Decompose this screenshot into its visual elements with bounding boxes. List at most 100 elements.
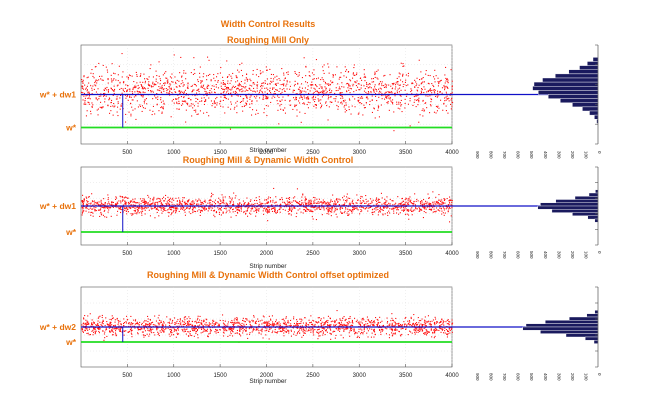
scatter-point bbox=[137, 211, 139, 213]
scatter-point bbox=[213, 325, 215, 327]
scatter-point bbox=[369, 100, 371, 102]
scatter-point bbox=[158, 198, 160, 200]
scatter-point bbox=[119, 328, 121, 330]
scatter-point bbox=[214, 102, 216, 104]
scatter-point bbox=[160, 207, 162, 209]
scatter-point bbox=[140, 95, 142, 97]
scatter-point bbox=[176, 332, 178, 334]
scatter-point bbox=[87, 196, 89, 198]
scatter-point bbox=[285, 324, 287, 326]
scatter-point bbox=[391, 91, 393, 93]
scatter-point bbox=[115, 196, 117, 198]
scatter-point bbox=[308, 209, 310, 211]
scatter-point bbox=[345, 104, 347, 106]
scatter-point bbox=[400, 324, 402, 326]
scatter-point bbox=[223, 327, 225, 329]
scatter-point bbox=[153, 83, 155, 85]
scatter-point bbox=[109, 323, 111, 325]
scatter-point bbox=[239, 206, 241, 208]
scatter-point bbox=[91, 105, 93, 107]
scatter-point bbox=[127, 99, 129, 101]
scatter-point bbox=[386, 102, 388, 104]
scatter-point bbox=[416, 329, 418, 331]
scatter-point bbox=[173, 210, 175, 212]
scatter-point bbox=[372, 321, 374, 323]
scatter-point bbox=[425, 73, 427, 75]
scatter-point bbox=[301, 90, 303, 92]
scatter-point bbox=[107, 71, 109, 73]
scatter-point bbox=[169, 335, 171, 337]
scatter-point bbox=[243, 211, 245, 213]
scatter-point bbox=[394, 206, 396, 208]
scatter-point bbox=[144, 320, 146, 322]
scatter-point bbox=[239, 90, 241, 92]
scatter-point bbox=[334, 74, 336, 76]
scatter-point bbox=[352, 72, 354, 74]
scatter-point bbox=[218, 197, 220, 199]
scatter-point bbox=[143, 203, 145, 205]
scatter-point bbox=[344, 210, 346, 212]
scatter-point bbox=[395, 82, 397, 84]
scatter-point bbox=[303, 329, 305, 331]
scatter-point bbox=[306, 97, 308, 99]
scatter-point bbox=[286, 88, 288, 90]
scatter-point bbox=[152, 110, 154, 112]
scatter-point bbox=[414, 331, 416, 333]
scatter-point bbox=[391, 324, 393, 326]
scatter-point bbox=[166, 90, 168, 92]
scatter-point bbox=[147, 202, 149, 204]
scatter-point bbox=[377, 69, 379, 71]
scatter-point bbox=[352, 96, 354, 98]
scatter-point bbox=[246, 97, 248, 99]
scatter-point bbox=[249, 103, 251, 105]
scatter-point bbox=[351, 202, 353, 204]
scatter-point bbox=[284, 99, 286, 101]
scatter-point bbox=[306, 330, 308, 332]
scatter-point bbox=[110, 74, 112, 76]
scatter-point bbox=[243, 202, 245, 204]
scatter-point bbox=[359, 200, 361, 202]
scatter-point bbox=[312, 78, 314, 80]
scatter-point bbox=[92, 204, 94, 206]
scatter-point bbox=[268, 211, 270, 213]
scatter-point bbox=[147, 328, 149, 330]
scatter-point bbox=[253, 328, 255, 330]
scatter-point bbox=[144, 82, 146, 84]
scatter-point bbox=[425, 70, 427, 72]
scatter-point bbox=[249, 98, 251, 100]
scatter-point bbox=[134, 209, 136, 211]
scatter-point bbox=[130, 103, 132, 105]
scatter-point bbox=[444, 212, 446, 214]
scatter-point bbox=[165, 324, 167, 326]
scatter-point bbox=[265, 321, 267, 323]
scatter-point bbox=[158, 86, 160, 88]
scatter-point bbox=[283, 79, 285, 81]
scatter-point bbox=[360, 321, 362, 323]
scatter-point bbox=[160, 331, 162, 333]
scatter-point bbox=[406, 198, 408, 200]
scatter-point bbox=[392, 319, 394, 321]
scatter-point bbox=[226, 325, 228, 327]
scatter-point bbox=[430, 90, 432, 92]
scatter-point bbox=[199, 319, 201, 321]
scatter-point bbox=[240, 85, 242, 87]
scatter-point bbox=[331, 82, 333, 84]
scatter-point bbox=[447, 81, 449, 83]
scatter-point bbox=[352, 210, 354, 212]
scatter-point bbox=[360, 195, 362, 197]
scatter-point bbox=[330, 207, 332, 209]
scatter-point bbox=[293, 333, 295, 335]
scatter-point bbox=[251, 331, 253, 333]
scatter-point bbox=[297, 325, 299, 327]
scatter-point bbox=[215, 328, 217, 330]
scatter-point bbox=[287, 73, 289, 75]
scatter-point bbox=[135, 85, 137, 87]
scatter-point bbox=[326, 83, 328, 85]
scatter-point bbox=[241, 322, 243, 324]
scatter-point bbox=[320, 319, 322, 321]
scatter-point bbox=[337, 200, 339, 202]
scatter-point bbox=[122, 211, 124, 213]
scatter-point bbox=[171, 201, 173, 203]
scatter-point bbox=[319, 102, 321, 104]
scatter-point bbox=[124, 209, 126, 211]
